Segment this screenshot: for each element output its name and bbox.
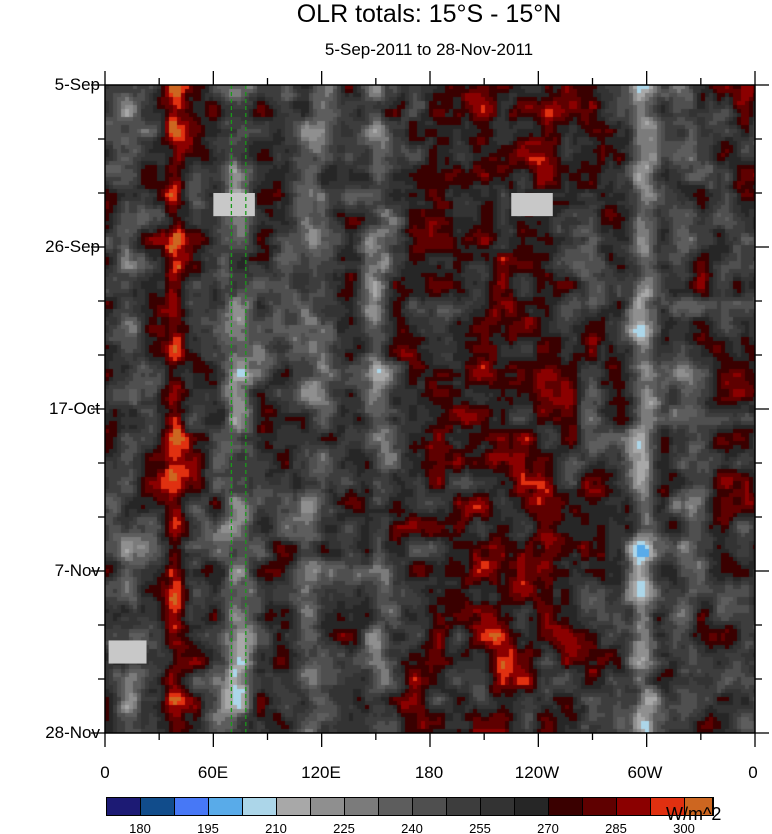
colorbar-swatch <box>481 798 515 815</box>
colorbar-label: 210 <box>265 821 287 834</box>
colorbar-swatch <box>413 798 447 815</box>
colorbar-swatch <box>209 798 243 815</box>
x-tick-label: 120W <box>514 763 560 782</box>
colorbar-swatch <box>651 798 685 815</box>
colorbar-swatch <box>617 798 651 815</box>
colorbar-swatch <box>583 798 617 815</box>
y-tick-label: 28-Nov <box>45 723 100 742</box>
colorbar-label: 240 <box>401 821 423 834</box>
colorbar-swatch <box>685 798 713 815</box>
colorbar-swatch <box>515 798 549 815</box>
chart-subtitle: 5-Sep-2011 to 28-Nov-2011 <box>324 40 534 59</box>
colorbar-label: 300 <box>673 821 695 834</box>
plot-frame <box>108 85 553 733</box>
x-tick-label: 0 <box>100 763 110 782</box>
colorbar-swatch <box>447 798 481 815</box>
x-tick-label: 0 <box>748 763 758 782</box>
colorbar-label: 255 <box>469 821 491 834</box>
y-tick-label: 26-Sep <box>45 237 100 256</box>
colorbar-swatch <box>549 798 583 815</box>
y-tick-label: 5-Sep <box>54 75 100 94</box>
olr-heatmap <box>105 85 755 733</box>
colorbar-label: 285 <box>605 821 627 834</box>
colorbar-swatch <box>141 798 175 815</box>
plot-area <box>105 85 755 733</box>
colorbar-swatch <box>243 798 277 815</box>
colorbar-swatch <box>107 798 141 815</box>
x-tick-label: 60W <box>627 763 663 782</box>
colorbar-swatch <box>379 798 413 815</box>
colorbar-swatch <box>345 798 379 815</box>
colorbar-label: 270 <box>537 821 559 834</box>
x-tick-label: 120E <box>301 763 341 782</box>
chart-title: OLR totals: 15°S - 15°N <box>296 0 562 28</box>
x-tick-label: 180 <box>414 763 444 782</box>
colorbar-swatch <box>175 798 209 815</box>
colorbar-swatch <box>311 798 345 815</box>
colorbar-label: 195 <box>197 821 219 834</box>
colorbar-units: W/m^2 <box>666 804 722 824</box>
colorbar-swatch <box>277 798 311 815</box>
missing-data-box <box>108 640 147 664</box>
missing-data-box <box>213 193 255 217</box>
colorbar-label: 180 <box>129 821 151 834</box>
y-tick-label: 7-Nov <box>54 561 100 580</box>
missing-data-box <box>511 193 553 217</box>
plot-border <box>104 84 756 734</box>
colorbar <box>106 797 714 816</box>
y-tick-label: 17-Oct <box>48 399 100 418</box>
colorbar-label: 225 <box>333 821 355 834</box>
x-tick-label: 60E <box>197 763 229 782</box>
